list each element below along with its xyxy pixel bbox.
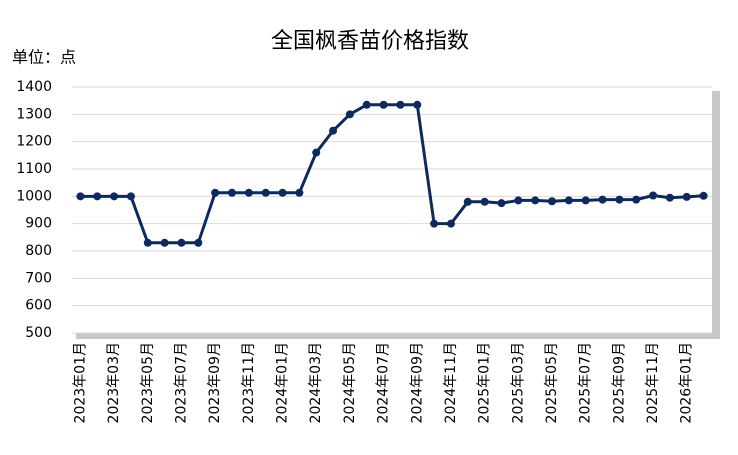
- data-point: [548, 197, 556, 206]
- x-tick-label: 2023年07月: [173, 342, 189, 423]
- data-point: [278, 188, 287, 197]
- x-tick-label: 2026年01月: [679, 342, 695, 423]
- data-point: [531, 196, 540, 205]
- data-point: [177, 238, 186, 247]
- y-tick-label: 1300: [16, 106, 52, 122]
- y-tick-label: 500: [25, 325, 52, 341]
- data-point: [76, 192, 85, 201]
- y-tick-label: 700: [25, 270, 52, 286]
- data-point: [665, 193, 674, 202]
- data-point: [126, 192, 135, 201]
- plot-area: [72, 87, 712, 333]
- y-tick-label: 1400: [16, 79, 52, 95]
- y-tick-label: 1000: [16, 188, 52, 204]
- x-tick-label: 2025年07月: [578, 342, 594, 423]
- x-tick-label: 2025年03月: [510, 342, 526, 423]
- data-point: [699, 191, 708, 200]
- x-tick-label: 2023年05月: [140, 342, 156, 423]
- x-tick-label: 2025年09月: [611, 342, 627, 423]
- x-tick-label: 2023年11月: [241, 342, 257, 423]
- x-tick-label: 2023年03月: [106, 342, 122, 423]
- data-point: [194, 238, 203, 247]
- x-tick-label: 2024年11月: [443, 342, 459, 423]
- x-tick-label: 2023年09月: [207, 342, 223, 423]
- data-point: [160, 238, 169, 247]
- data-point: [312, 148, 321, 157]
- data-point: [514, 196, 523, 205]
- y-tick-label: 600: [25, 298, 52, 314]
- x-tick-label: 2023年01月: [72, 342, 88, 423]
- data-point: [211, 188, 220, 197]
- data-point: [598, 195, 607, 204]
- data-point: [261, 188, 270, 197]
- x-tick-label: 2025年11月: [645, 342, 661, 423]
- data-point: [295, 188, 304, 197]
- y-tick-label: 1200: [16, 134, 52, 150]
- data-point: [413, 100, 422, 109]
- data-point: [581, 196, 590, 205]
- x-tick-label: 2024年07月: [376, 342, 392, 423]
- data-point: [682, 192, 691, 201]
- y-axis-label: 单位：点: [12, 48, 76, 67]
- x-tick-label: 2024年01月: [275, 342, 291, 423]
- data-point: [564, 196, 573, 205]
- x-tick-label: 2024年03月: [308, 342, 324, 423]
- x-tick-label: 2025年05月: [544, 342, 560, 423]
- data-point: [480, 197, 489, 206]
- y-tick-label: 800: [25, 243, 52, 259]
- y-tick-label: 900: [25, 216, 52, 232]
- data-point: [379, 100, 388, 109]
- y-tick-label: 1100: [16, 161, 52, 177]
- data-point: [143, 238, 152, 247]
- data-point: [329, 126, 338, 135]
- chart-title: 全国枫香苗价格指数: [271, 29, 469, 54]
- x-tick-label: 2024年05月: [342, 342, 358, 423]
- data-point: [244, 188, 253, 197]
- data-point: [632, 195, 641, 204]
- data-point: [93, 192, 102, 201]
- data-point: [362, 100, 371, 109]
- data-point: [649, 191, 658, 200]
- data-point: [228, 188, 236, 197]
- x-tick-label: 2024年09月: [409, 342, 425, 423]
- data-point: [446, 219, 455, 228]
- data-point: [463, 197, 472, 206]
- data-point: [615, 195, 624, 204]
- data-point: [345, 110, 354, 119]
- x-tick-label: 2025年01月: [477, 342, 493, 423]
- data-point: [430, 219, 439, 228]
- data-point: [396, 100, 405, 109]
- data-point: [110, 192, 119, 201]
- data-point: [497, 199, 506, 208]
